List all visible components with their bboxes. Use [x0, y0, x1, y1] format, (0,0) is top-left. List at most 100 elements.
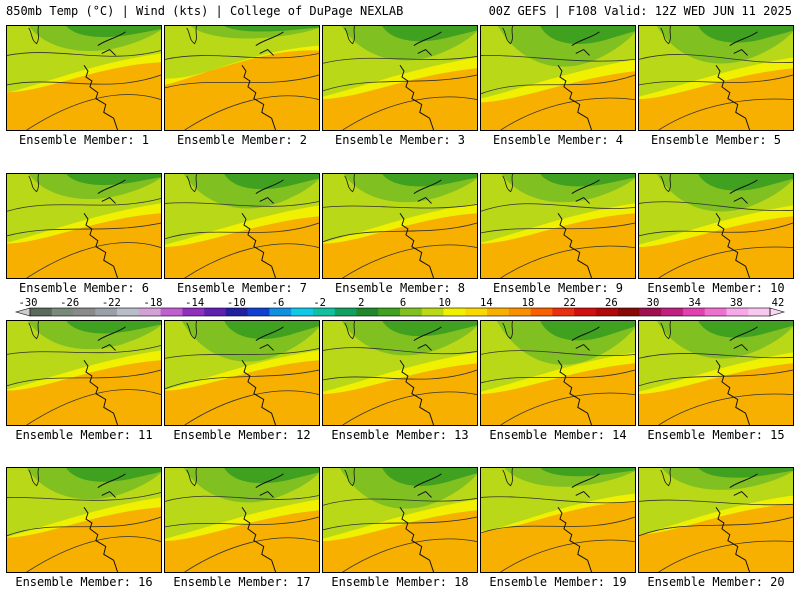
ensemble-map-panel: [480, 320, 636, 426]
ensemble-map-panel: [6, 25, 162, 131]
valid-time: 00Z GEFS | F108 Valid: 12Z WED JUN 11 20…: [488, 4, 792, 18]
mild-region: [165, 205, 319, 248]
cold-core-region: [66, 26, 161, 38]
ensemble-map-panel: [164, 320, 320, 426]
ensemble-map-panel: [480, 25, 636, 131]
pressure-contour: [165, 516, 319, 528]
cold-core-region: [382, 468, 477, 486]
mild-region: [481, 59, 635, 103]
pressure-contour: [639, 353, 793, 359]
pressure-contour: [342, 391, 477, 425]
mild-region: [165, 45, 319, 85]
warm-region: [323, 510, 477, 572]
coastline: [571, 31, 600, 56]
pressure-contour: [323, 222, 477, 243]
colorbar-tick-label: -18: [144, 297, 163, 309]
ensemble-member-label: Ensemble Member: 2: [176, 133, 308, 147]
ensemble-member-label: Ensemble Member: 13: [331, 428, 469, 442]
ensemble-map-panel: [6, 467, 162, 573]
colorbar-segment: [726, 308, 749, 316]
colorbar-tick-label: -14: [185, 297, 204, 309]
great-lakes-outline: [28, 26, 39, 45]
warm-region: [481, 363, 635, 425]
great-lakes-outline: [186, 174, 197, 193]
pressure-contour: [7, 516, 161, 537]
pressure-contour: [7, 74, 161, 86]
warm-region: [165, 50, 319, 130]
cold-core-region: [224, 26, 319, 32]
pressure-contour: [323, 347, 477, 355]
coastline: [399, 506, 435, 572]
temperature-map: [323, 174, 477, 278]
colorbar-right-arrow: [769, 307, 786, 317]
pressure-contour: [481, 222, 635, 234]
pressure-contour: [184, 390, 319, 425]
ensemble-map-panel: [6, 320, 162, 426]
pressure-contour: [342, 538, 477, 572]
pressure-contour: [26, 536, 161, 572]
coastline: [571, 179, 600, 204]
great-lakes-outline: [660, 468, 671, 487]
colorbar-tick-label: 42: [772, 297, 785, 309]
ensemble-map-panel: [164, 467, 320, 573]
colorbar-segment: [247, 308, 270, 316]
colorbar-segment: [661, 308, 684, 316]
temperature-map: [323, 468, 477, 572]
ensemble-member-label: Ensemble Member: 10: [647, 281, 785, 295]
coastline: [557, 212, 593, 278]
mild-region: [481, 493, 635, 533]
colorbar-segment: [30, 308, 53, 316]
colorbar-segment: [312, 308, 336, 316]
ensemble-member-label: Ensemble Member: 1: [18, 133, 150, 147]
colorbar-segment: [552, 308, 575, 316]
colorbar-tick-label: -6: [272, 297, 285, 309]
temperature-map: [481, 468, 635, 572]
pressure-contour: [639, 74, 793, 86]
colorbar-segment: [574, 308, 597, 316]
warm-region: [481, 71, 635, 130]
ensemble-member-label: Ensemble Member: 3: [334, 133, 466, 147]
warm-region: [639, 363, 793, 425]
pressure-contour: [639, 516, 793, 537]
great-lakes-outline: [344, 26, 355, 45]
great-lakes-outline: [28, 468, 39, 487]
great-lakes-outline: [186, 321, 197, 340]
cold-core-region: [224, 174, 319, 190]
ensemble-map-panel: [480, 467, 636, 573]
pressure-contour: [481, 350, 635, 357]
temperature-map: [323, 26, 477, 130]
ensemble-map-panel: [480, 173, 636, 279]
great-lakes-outline: [344, 174, 355, 193]
coastline: [83, 64, 119, 130]
coastline: [83, 212, 119, 278]
pressure-contour: [500, 539, 635, 572]
colorbar-segment: [704, 308, 727, 316]
pressure-contour: [7, 345, 161, 355]
pressure-contour: [481, 203, 635, 212]
coastline: [413, 326, 442, 351]
pressure-contour: [639, 222, 793, 237]
coastline: [715, 212, 751, 278]
cold-core-region: [540, 174, 635, 187]
temperature-map: [481, 321, 635, 425]
pressure-contour: [184, 537, 319, 572]
ensemble-map-panel: [164, 25, 320, 131]
cold-core-region: [224, 321, 319, 339]
ensemble-member-label: Ensemble Member: 8: [334, 281, 466, 295]
ensemble-map-panel: [638, 173, 794, 279]
pressure-contour: [481, 55, 635, 62]
warm-region: [323, 68, 477, 130]
coastline: [399, 359, 435, 425]
pressure-contour: [500, 392, 635, 425]
warm-region: [639, 504, 793, 572]
colorbar-tick-label: -26: [60, 297, 79, 309]
colorbar-segment: [51, 308, 74, 316]
colorbar-segment: [595, 308, 618, 316]
mild-region: [7, 203, 161, 244]
colorbar-segment: [400, 308, 423, 316]
pressure-contour: [342, 244, 477, 278]
ensemble-member-label: Ensemble Member: 20: [647, 575, 785, 589]
colorbar-left-arrow: [14, 307, 31, 317]
pressure-contour: [165, 348, 319, 359]
pressure-contour: [184, 95, 319, 130]
